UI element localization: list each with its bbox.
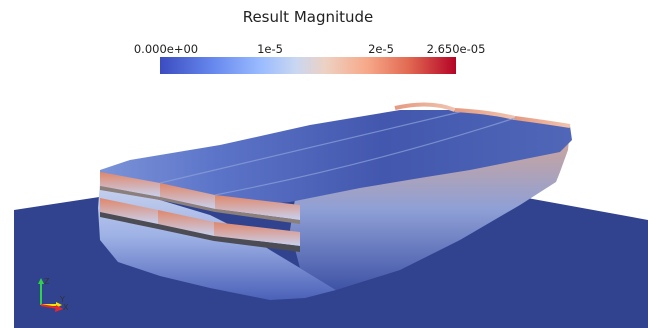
top-seam-line	[159, 111, 461, 184]
x-axis-arrow	[55, 305, 63, 312]
color-legend-title: Result Magnitude	[242, 8, 374, 26]
top-seam-line	[214, 117, 516, 196]
color-legend-bar	[160, 57, 456, 74]
z-axis-arrow	[38, 278, 44, 284]
top-edge-stripe-left	[394, 102, 456, 112]
y-axis-label: Y	[59, 295, 65, 304]
top-edge-stripe-mid	[454, 108, 516, 120]
bead-layer-lower	[100, 198, 300, 252]
z-axis-label: Z	[44, 277, 50, 286]
orientation-axes: Z Y X	[38, 277, 69, 312]
x-axis-label: X	[63, 303, 69, 312]
color-legend-tick-2e-5: 2e-5	[368, 42, 394, 56]
color-legend-tick-1e-5: 1e-5	[257, 42, 283, 56]
bead-layer-upper	[100, 172, 300, 224]
top-edge-stripe-right	[514, 116, 571, 128]
x-axis-line	[40, 304, 59, 309]
color-legend-tick-max: 2.650e-05	[426, 42, 486, 56]
color-legend-tick-min: 0.000e+00	[133, 42, 199, 56]
part-top-face	[100, 110, 572, 210]
